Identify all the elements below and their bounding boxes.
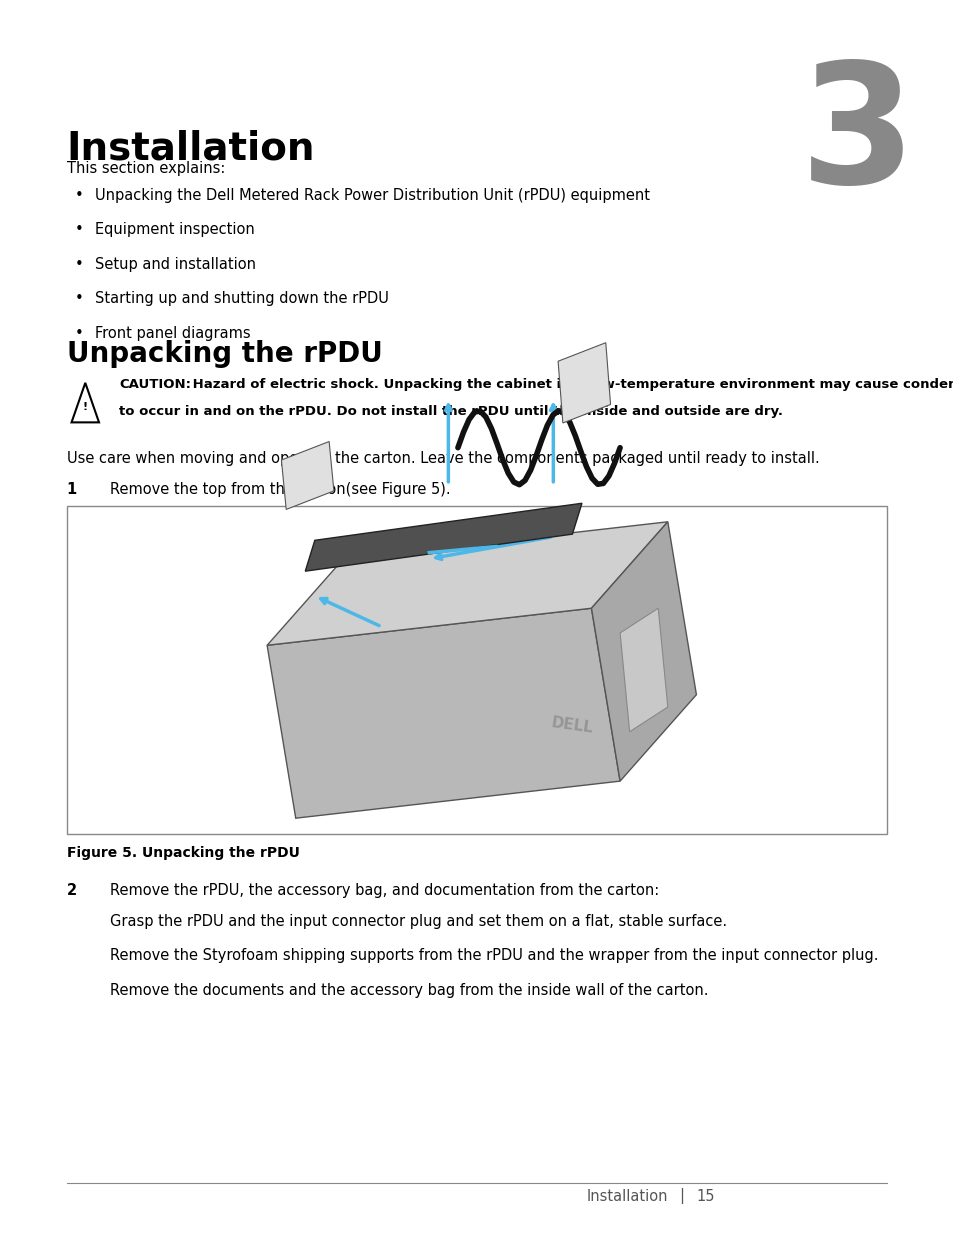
- Text: Front panel diagrams: Front panel diagrams: [95, 326, 251, 341]
- Text: Unpacking the Dell Metered Rack Power Distribution Unit (rPDU) equipment: Unpacking the Dell Metered Rack Power Di…: [95, 188, 650, 203]
- Text: Use care when moving and opening the carton. Leave the components packaged until: Use care when moving and opening the car…: [67, 451, 819, 466]
- Polygon shape: [267, 522, 667, 645]
- Polygon shape: [591, 522, 696, 781]
- Text: Setup and installation: Setup and installation: [95, 257, 256, 272]
- Text: This section explains:: This section explains:: [67, 161, 225, 175]
- Text: Unpacking the rPDU: Unpacking the rPDU: [67, 340, 382, 368]
- Text: Remove the top from the carton(see Figure 5).: Remove the top from the carton(see Figur…: [110, 482, 450, 496]
- Text: •: •: [74, 188, 84, 203]
- Text: •: •: [74, 326, 84, 341]
- Text: Remove the Styrofoam shipping supports from the rPDU and the wrapper from the in: Remove the Styrofoam shipping supports f…: [110, 948, 878, 963]
- Text: Installation: Installation: [586, 1189, 667, 1204]
- Polygon shape: [305, 504, 581, 571]
- Text: Hazard of electric shock. Unpacking the cabinet in a low-temperature environment: Hazard of electric shock. Unpacking the …: [188, 378, 953, 391]
- Text: CAUTION:: CAUTION:: [119, 378, 191, 391]
- Polygon shape: [281, 441, 334, 509]
- Text: Equipment inspection: Equipment inspection: [95, 222, 254, 237]
- Text: Remove the rPDU, the accessory bag, and documentation from the carton:: Remove the rPDU, the accessory bag, and …: [110, 883, 659, 898]
- Text: 3: 3: [799, 56, 915, 219]
- Text: to occur in and on the rPDU. Do not install the rPDU until the inside and outsid: to occur in and on the rPDU. Do not inst…: [119, 405, 782, 419]
- Text: •: •: [74, 291, 84, 306]
- Text: Remove the documents and the accessory bag from the inside wall of the carton.: Remove the documents and the accessory b…: [110, 983, 707, 998]
- Polygon shape: [619, 608, 667, 731]
- Text: !: !: [83, 401, 88, 411]
- Polygon shape: [558, 342, 610, 424]
- Text: Starting up and shutting down the rPDU: Starting up and shutting down the rPDU: [95, 291, 389, 306]
- Text: 1: 1: [67, 482, 77, 496]
- Text: 15: 15: [696, 1189, 714, 1204]
- FancyBboxPatch shape: [67, 506, 886, 834]
- Text: Grasp the rPDU and the input connector plug and set them on a flat, stable surfa: Grasp the rPDU and the input connector p…: [110, 914, 726, 929]
- Text: •: •: [74, 222, 84, 237]
- Text: Installation: Installation: [67, 130, 314, 168]
- Text: DELL: DELL: [550, 715, 594, 736]
- Text: Figure 5. Unpacking the rPDU: Figure 5. Unpacking the rPDU: [67, 846, 299, 860]
- Text: |: |: [679, 1188, 684, 1204]
- Polygon shape: [267, 608, 619, 819]
- Text: •: •: [74, 257, 84, 272]
- Text: 2: 2: [67, 883, 77, 898]
